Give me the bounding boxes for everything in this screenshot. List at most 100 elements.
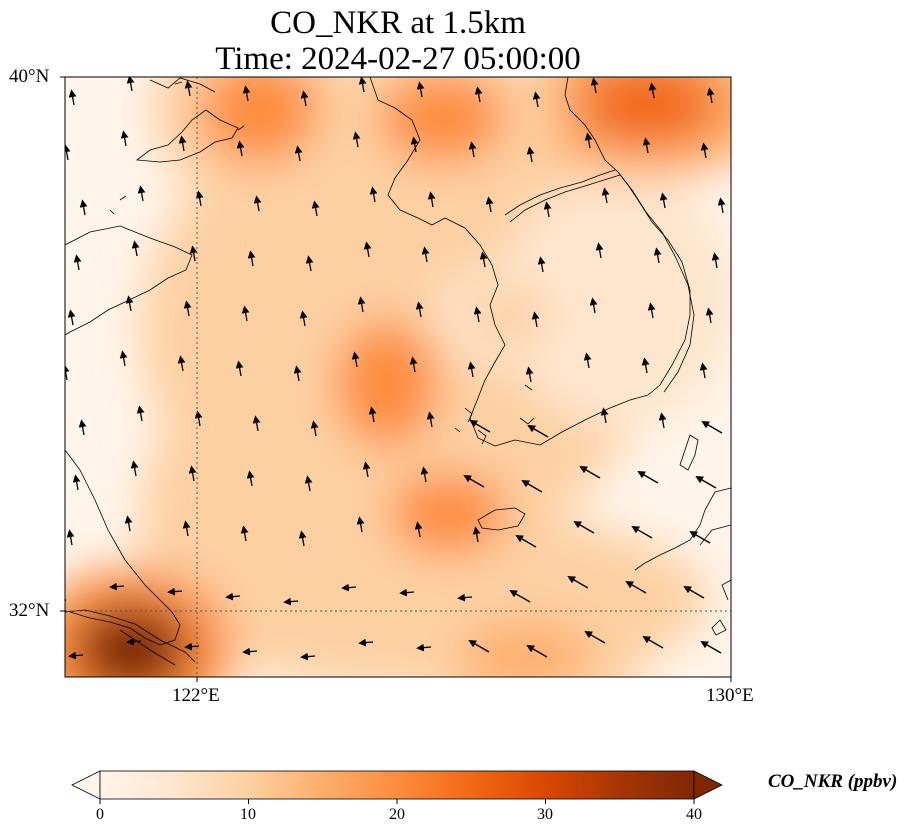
wind-arrow [409, 356, 418, 373]
colorbar-tick-40: 40 [686, 806, 702, 823]
wind-arrow [485, 196, 494, 213]
wind-arrow [658, 412, 667, 429]
wind-arrow [416, 81, 425, 98]
wind-arrow [468, 141, 477, 158]
wind-arrow [357, 296, 366, 313]
wind-arrow [294, 145, 303, 162]
concentration-maximum [467, 285, 551, 346]
wind-arrow [188, 465, 197, 482]
wind-arrow [474, 86, 483, 103]
colorbar-tick-10: 10 [240, 806, 256, 823]
map-figure [60, 76, 732, 682]
wind-arrow [509, 590, 531, 603]
wind-arrow [362, 461, 371, 478]
wind-arrow [225, 592, 241, 601]
wind-arrow [131, 240, 140, 257]
concentration-maximum [378, 77, 507, 163]
wind-arrow [125, 295, 134, 312]
map-title-line2: Time: 2024-02-27 05:00:00 [215, 41, 581, 77]
wind-arrow [311, 200, 320, 217]
wind-arrow [705, 307, 714, 324]
wind-arrow [178, 135, 187, 152]
wind-arrow [579, 466, 601, 479]
wind-arrow [119, 350, 128, 367]
wind-arrow [358, 638, 374, 647]
wind-arrow [526, 645, 548, 658]
colorbar-title: CO_NKR (ppbv) [768, 771, 898, 792]
wind-arrow [130, 460, 139, 477]
wind-arrow [341, 583, 357, 592]
wind-arrow [305, 255, 314, 272]
wind-arrow [427, 191, 436, 208]
wind-arrow [109, 582, 125, 591]
wind-arrow [700, 142, 709, 159]
wind-arrow [600, 407, 609, 424]
wind-arrow [235, 360, 244, 377]
wind-arrow [625, 581, 647, 594]
wind-arrow [683, 586, 705, 599]
coastline-islands [109, 81, 535, 445]
wind-arrow [369, 186, 378, 203]
concentration-patch [500, 170, 731, 430]
wind-arrow [300, 90, 309, 107]
wind-arrow [136, 405, 145, 422]
wind-arrow [236, 140, 245, 157]
wind-arrow [416, 643, 432, 652]
wind-arrow [68, 89, 77, 106]
wind-arrow [525, 366, 534, 383]
wind-arrow [126, 77, 135, 92]
wind-arrow [242, 647, 258, 656]
wind-arrow [299, 310, 308, 327]
wind-arrow [421, 246, 430, 263]
concentration-maximum [458, 622, 594, 677]
wind-arrow [521, 480, 543, 493]
wind-arrow [415, 301, 424, 318]
wind-arrow [184, 642, 200, 651]
wind-arrow [717, 197, 726, 214]
coastline-yangtze [65, 609, 196, 666]
wind-arrow [583, 352, 592, 369]
coastline-china-north [65, 225, 193, 336]
lon-label-122: 122°E [172, 685, 220, 706]
wind-arrow [701, 421, 723, 434]
lat-label-32: 32°N [9, 600, 50, 621]
map-title-line1: CO_NKR at 1.5km [270, 5, 526, 41]
concentration-maximum [334, 320, 440, 448]
wind-arrow [695, 476, 717, 489]
wind-arrows [65, 77, 726, 661]
wind-arrow [167, 587, 183, 596]
lat-label-40: 40°N [9, 66, 50, 87]
wind-arrow [351, 351, 360, 368]
wind-arrow [73, 254, 82, 271]
wind-arrow [527, 425, 549, 438]
wind-arrow [126, 637, 142, 646]
wind-arrow [66, 529, 75, 546]
colorbar-high-extension [693, 770, 723, 800]
concentration-maximum [199, 77, 320, 164]
concentration-field [65, 77, 731, 677]
concentration-maximum [576, 77, 719, 146]
map-frame [64, 76, 732, 678]
wind-arrow [124, 515, 133, 532]
wind-arrow [463, 475, 485, 488]
wind-arrow [711, 252, 720, 269]
wind-arrow [65, 599, 67, 601]
coastlines [65, 77, 731, 666]
wind-arrow [472, 526, 481, 543]
wind-arrow [648, 82, 657, 99]
wind-arrow [293, 365, 302, 382]
coastline-korea-east [617, 171, 695, 393]
wind-arrow [240, 525, 249, 542]
wind-arrow [699, 362, 708, 379]
wind-arrow [356, 516, 365, 533]
colorbar-ticks [99, 799, 695, 804]
wind-arrow [479, 251, 488, 268]
wind-arrow [183, 300, 192, 317]
wind-arrow [467, 361, 476, 378]
wind-arrow [242, 85, 251, 102]
coastline-bohai [135, 109, 239, 163]
wind-arrow [537, 256, 546, 273]
colorbar-low-extension [71, 770, 101, 800]
wind-arrow [177, 355, 186, 372]
wind-arrow [590, 77, 599, 94]
